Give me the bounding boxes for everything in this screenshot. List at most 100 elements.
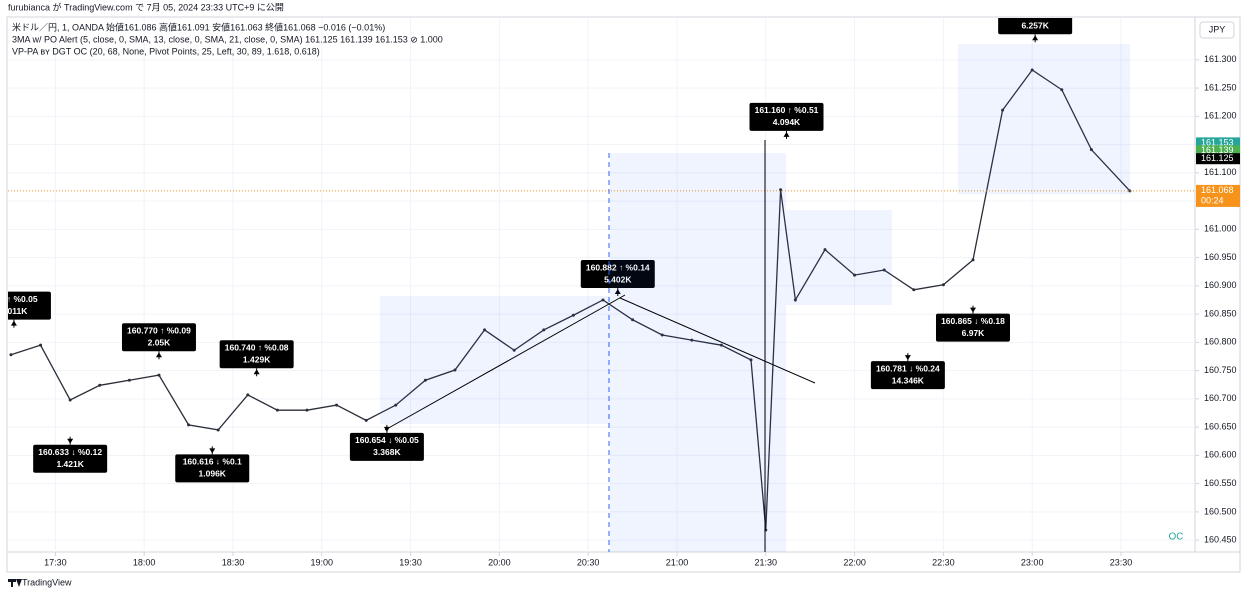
y-tick-label: 160.900 (1204, 280, 1237, 290)
price-point (1089, 148, 1093, 152)
price-point (749, 358, 753, 362)
price-point (601, 298, 605, 302)
x-tick-label: 21:30 (755, 557, 778, 567)
legend-line: VP-PA ʙʏ DGT OC (20, 68, None, Pivot Poi… (12, 46, 320, 56)
price-point (631, 318, 635, 322)
callout-volume: 1.096K (199, 469, 227, 479)
price-point (1128, 189, 1132, 193)
price-label: 161.125 (1201, 153, 1234, 163)
callout-box (580, 260, 655, 289)
callout-box (121, 323, 196, 352)
x-tick-label: 19:00 (311, 557, 334, 567)
x-tick-label: 23:30 (1110, 557, 1133, 567)
price-label-box (1196, 184, 1240, 207)
callout-volume: 6.97K (962, 328, 986, 338)
price-label-box (1196, 137, 1240, 149)
y-tick-label: 160.550 (1204, 478, 1237, 488)
pivot-callout: 160.781 ↓ %0.24 14.346K (870, 353, 945, 390)
callout-box (219, 340, 294, 369)
price-point (941, 283, 945, 287)
callout-text: 161.331 ↑ %0.27 (1003, 9, 1067, 19)
trend-line (384, 294, 626, 431)
callout-box (33, 444, 108, 473)
price-point (98, 383, 102, 387)
y-tick-label: 160.600 (1204, 450, 1237, 460)
volume-profiles (380, 44, 1130, 552)
legend-line: 3MA w/ PO Alert (5, close, 0, SMA, 13, c… (12, 34, 443, 44)
price-point (912, 288, 916, 292)
price-point (853, 273, 857, 277)
y-tick-label: 161.200 (1204, 111, 1237, 121)
pivot-callout: 161.160 ↑ %0.51 4.094K (749, 102, 824, 139)
callout-box (998, 18, 1073, 35)
price-point (364, 418, 368, 422)
callout-text: 160.770 ↑ %0.09 (127, 326, 191, 336)
publisher: furubianca が TradingView.com で 7月 05, 20… (8, 1, 284, 12)
callout-box (870, 361, 945, 390)
pivot-callout: 160.633 ↓ %0.12 1.421K (33, 436, 108, 473)
pivot-callout: 161.331 ↑ %0.27 6.257K (998, 9, 1073, 43)
callout-volume: 6.257K (1021, 21, 1049, 31)
y-tick-label: 161.100 (1204, 167, 1237, 177)
y-tick-label: 161.000 (1204, 224, 1237, 234)
price-point (483, 328, 487, 332)
price-point (275, 408, 279, 412)
price-point (127, 378, 131, 382)
currency: JPY (1209, 24, 1226, 34)
price-label-box (1196, 145, 1240, 157)
pivot-callout: 160.865 ↓ %0.18 6.97K (935, 305, 1010, 342)
pivot-callout: 160.616 ↓ %0.1 1.096K (175, 446, 250, 483)
x-tick-label: 18:30 (222, 557, 245, 567)
callout-volume: 1.421K (56, 459, 84, 469)
y-tick-label: 160.850 (1204, 308, 1237, 318)
logo (8, 579, 22, 587)
price-point (1030, 68, 1034, 72)
y-tick-label: 160.650 (1204, 421, 1237, 431)
callout-box (175, 454, 250, 483)
price-label: 161.153 (1201, 137, 1234, 147)
trend-line (619, 297, 816, 384)
callout-volume: 1.429K (243, 355, 271, 365)
price-point (571, 313, 575, 317)
price-point (823, 248, 827, 252)
indicator-label: OC (1169, 532, 1184, 543)
footer: TradingView (22, 577, 72, 587)
price-point (187, 423, 191, 427)
pivot-callout: 160.882 ↑ %0.14 5.402K (580, 260, 655, 297)
y-tick-label: 161.250 (1204, 82, 1237, 92)
callout-text: 160.740 ↑ %0.08 (225, 343, 289, 353)
price-point (246, 393, 250, 397)
price-label-box (1196, 153, 1240, 165)
price-point (512, 348, 516, 352)
price-label: 161.139 (1201, 145, 1234, 155)
callout-volume: 2.05K (148, 338, 172, 348)
pivot-callout: 160.770 ↑ %0.09 2.05K (121, 323, 196, 360)
callout-text: 160.781 ↓ %0.24 (876, 363, 940, 373)
price-point (542, 328, 546, 332)
callout-text: 826 ↑ %0.05 (0, 294, 38, 304)
pivot-callout: 160.740 ↑ %0.08 1.429K (219, 340, 294, 377)
callout-volume: 5.402K (604, 274, 632, 284)
callout-box (749, 102, 824, 131)
callout-box (349, 432, 424, 461)
price-point (793, 298, 797, 302)
callout-box (935, 313, 1010, 342)
y-tick-label: 160.500 (1204, 506, 1237, 516)
x-tick-label: 21:00 (666, 557, 689, 567)
price-point (719, 343, 723, 347)
price-point (305, 408, 309, 412)
y-tick-label: 161.300 (1204, 54, 1237, 64)
callout-text: 161.160 ↑ %0.51 (755, 105, 819, 115)
callout-text: 160.865 ↓ %0.18 (941, 316, 1005, 326)
price-point (971, 258, 975, 262)
profile-box (786, 210, 892, 305)
x-tick-label: 20:30 (577, 557, 600, 567)
price-label: 161.068 (1201, 185, 1234, 195)
x-tick-label: 19:30 (399, 557, 422, 567)
callout-volume: 3.368K (373, 447, 401, 457)
price-point (9, 353, 13, 357)
callout-volume: 4.094K (773, 117, 801, 127)
profile-box (380, 296, 610, 424)
price-line (10, 69, 1131, 531)
